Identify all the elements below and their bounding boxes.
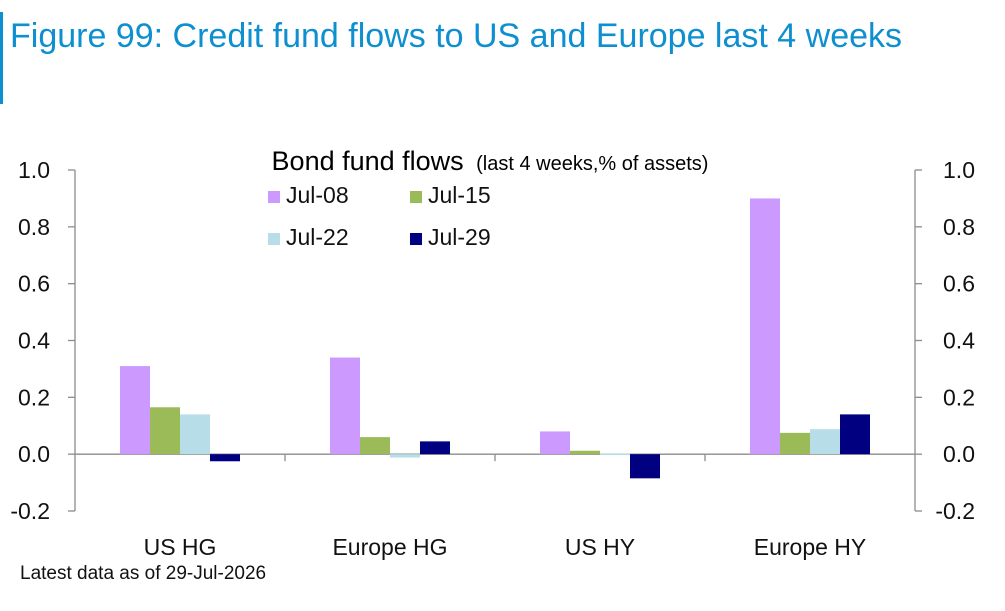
x-tick-label: Europe HG bbox=[332, 534, 447, 560]
bar bbox=[330, 357, 360, 455]
bar bbox=[630, 454, 660, 479]
chart-title-sub: (last 4 weeks,% of assets) bbox=[476, 153, 708, 175]
legend: Jul-08 Jul-15 Jul-22 Jul-29 bbox=[268, 182, 491, 250]
bar bbox=[810, 429, 840, 455]
y-tick-label-right: 0.6 bbox=[943, 271, 975, 297]
y-tick-label-right: 1.0 bbox=[943, 157, 975, 183]
y-tick-label-right: 0.2 bbox=[943, 384, 975, 410]
legend-label: Jul-29 bbox=[428, 224, 491, 250]
bar bbox=[180, 414, 210, 455]
y-tick-label-left: 0.6 bbox=[18, 271, 50, 297]
footnote: Latest data as of 29-Jul-2026 bbox=[20, 563, 267, 584]
y-tick-label-right: -0.2 bbox=[935, 498, 975, 524]
y-tick-label-left: -0.2 bbox=[10, 498, 50, 524]
chart-title-main: Bond fund flows bbox=[272, 146, 464, 176]
bar bbox=[210, 454, 240, 462]
bar bbox=[390, 454, 420, 458]
legend-label: Jul-22 bbox=[286, 224, 349, 250]
x-tick-label: Europe HY bbox=[754, 534, 867, 560]
x-tick-label: US HY bbox=[565, 534, 635, 560]
y-tick-label-left: 0.2 bbox=[18, 384, 50, 410]
y-tick-label-left: 0.8 bbox=[18, 214, 50, 240]
bar bbox=[150, 407, 180, 455]
bar bbox=[120, 366, 150, 455]
y-tick-label-right: 0.4 bbox=[943, 328, 975, 354]
bar bbox=[750, 198, 780, 455]
legend-swatch bbox=[410, 191, 422, 203]
title-accent-bar bbox=[0, 12, 3, 104]
axes: -0.2 -0.2 0.0 0.0 0.2 0.2 0.4 0.4 0.6 0.6 0.8 0.8 1.… bbox=[10, 157, 975, 560]
legend-label: Jul-08 bbox=[286, 182, 349, 208]
bar bbox=[360, 437, 390, 455]
y-tick-label-right: 0.0 bbox=[943, 441, 975, 467]
bar bbox=[600, 453, 630, 456]
legend-label: Jul-15 bbox=[428, 182, 491, 208]
bars bbox=[120, 198, 870, 479]
y-tick-label-right: 0.8 bbox=[943, 214, 975, 240]
bar bbox=[420, 441, 450, 455]
x-tick-label: US HG bbox=[144, 534, 217, 560]
bar bbox=[780, 432, 810, 455]
figure-title: Figure 99: Credit fund flows to US and E… bbox=[10, 17, 903, 55]
legend-swatch bbox=[410, 233, 422, 245]
y-tick-label-left: 1.0 bbox=[18, 157, 50, 183]
chart-title: Bond fund flows (last 4 weeks,% of asset… bbox=[272, 146, 709, 176]
bar bbox=[540, 431, 570, 455]
bar bbox=[840, 414, 870, 455]
y-tick-label-left: 0.4 bbox=[18, 328, 50, 354]
legend-swatch bbox=[268, 233, 280, 245]
y-tick-label-left: 0.0 bbox=[18, 441, 50, 467]
figure-header: Figure 99: Credit fund flows to US and E… bbox=[0, 0, 1005, 110]
bar bbox=[570, 450, 600, 455]
legend-swatch bbox=[268, 191, 280, 203]
